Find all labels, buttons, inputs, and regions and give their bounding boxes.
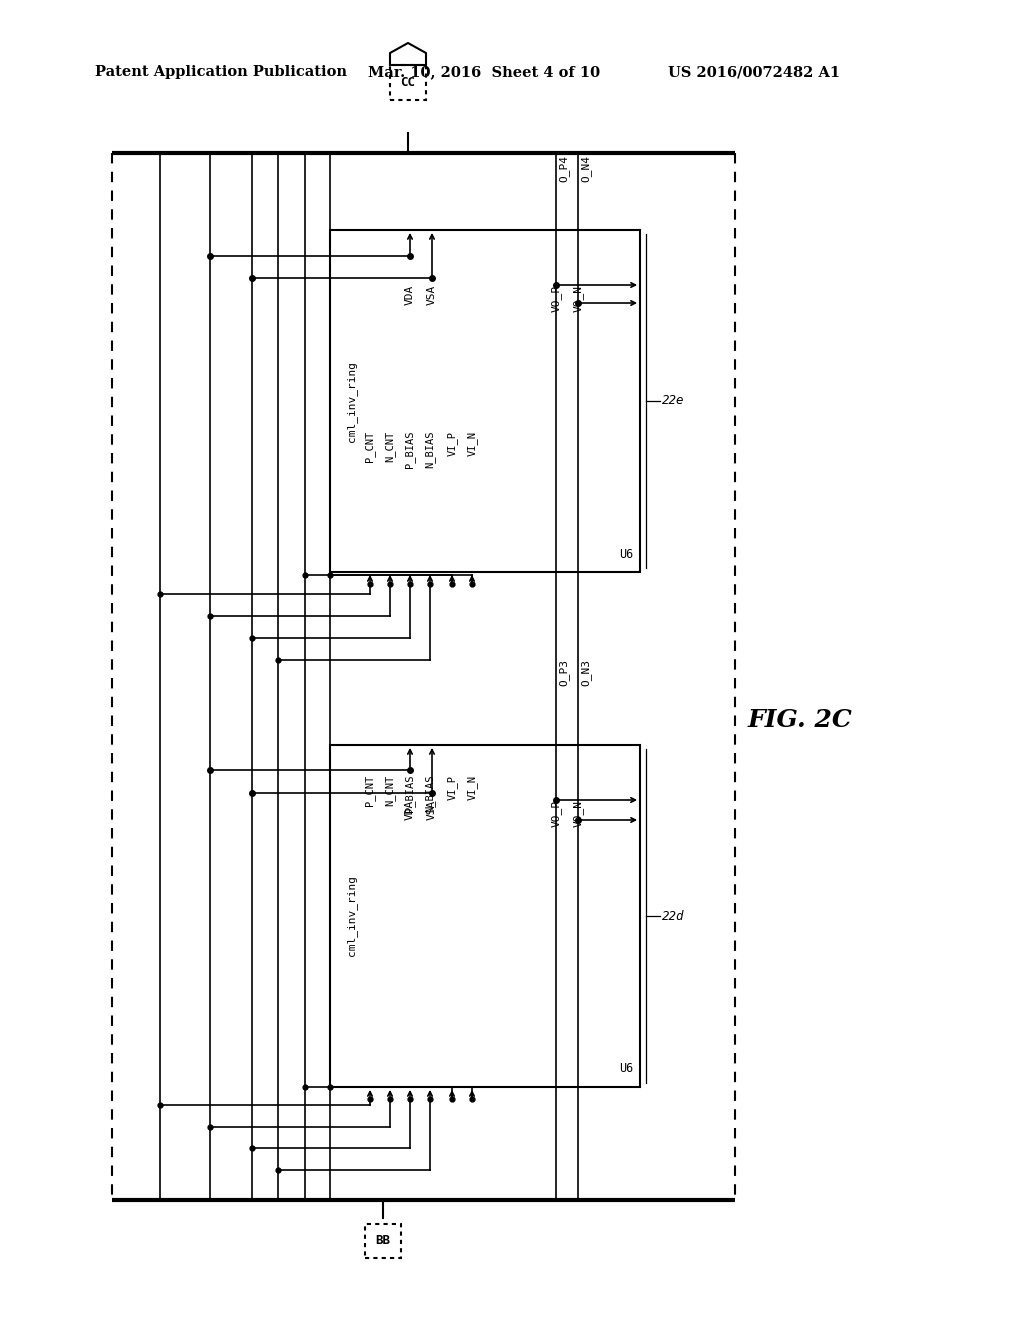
Text: CC: CC <box>400 77 416 88</box>
Text: VSA: VSA <box>427 285 437 305</box>
Text: Patent Application Publication: Patent Application Publication <box>95 65 347 79</box>
Bar <box>330 230 640 572</box>
Text: VO_P: VO_P <box>551 285 561 312</box>
Text: Mar. 10, 2016  Sheet 4 of 10: Mar. 10, 2016 Sheet 4 of 10 <box>368 65 600 79</box>
Text: VI_P: VI_P <box>446 775 458 800</box>
Text: VSA: VSA <box>427 800 437 820</box>
Text: VI_N: VI_N <box>467 432 477 455</box>
Text: U6: U6 <box>618 1063 633 1076</box>
Text: N_CNT: N_CNT <box>385 432 395 462</box>
Text: VI_P: VI_P <box>446 432 458 455</box>
Text: VO_P: VO_P <box>551 800 561 828</box>
FancyBboxPatch shape <box>365 1224 401 1258</box>
Text: VDA: VDA <box>406 800 415 820</box>
FancyBboxPatch shape <box>390 65 426 100</box>
Text: US 2016/0072482 A1: US 2016/0072482 A1 <box>668 65 840 79</box>
Text: N_CNT: N_CNT <box>385 775 395 807</box>
Text: P_CNT: P_CNT <box>365 432 376 462</box>
Bar <box>330 744 640 1086</box>
Text: P_CNT: P_CNT <box>365 775 376 807</box>
Text: P_BIAS: P_BIAS <box>404 775 416 813</box>
Text: 22e: 22e <box>662 395 684 408</box>
Text: cml_inv_ring: cml_inv_ring <box>346 360 357 441</box>
Text: cml_inv_ring: cml_inv_ring <box>346 875 357 957</box>
Text: O_P4: O_P4 <box>558 154 569 181</box>
Text: VO_N: VO_N <box>572 285 584 312</box>
Text: BB: BB <box>376 1234 390 1247</box>
Text: O_P3: O_P3 <box>558 659 569 685</box>
Text: 22d: 22d <box>662 909 684 923</box>
Text: O_N4: O_N4 <box>580 154 591 181</box>
Text: N_BIAS: N_BIAS <box>425 775 435 813</box>
Text: N_BIAS: N_BIAS <box>425 432 435 469</box>
Text: O_N3: O_N3 <box>580 659 591 685</box>
Text: FIG. 2C: FIG. 2C <box>748 708 852 733</box>
Text: U6: U6 <box>618 548 633 561</box>
Text: P_BIAS: P_BIAS <box>404 432 416 469</box>
Text: VDA: VDA <box>406 285 415 305</box>
Text: VI_N: VI_N <box>467 775 477 800</box>
Text: VO_N: VO_N <box>572 800 584 828</box>
